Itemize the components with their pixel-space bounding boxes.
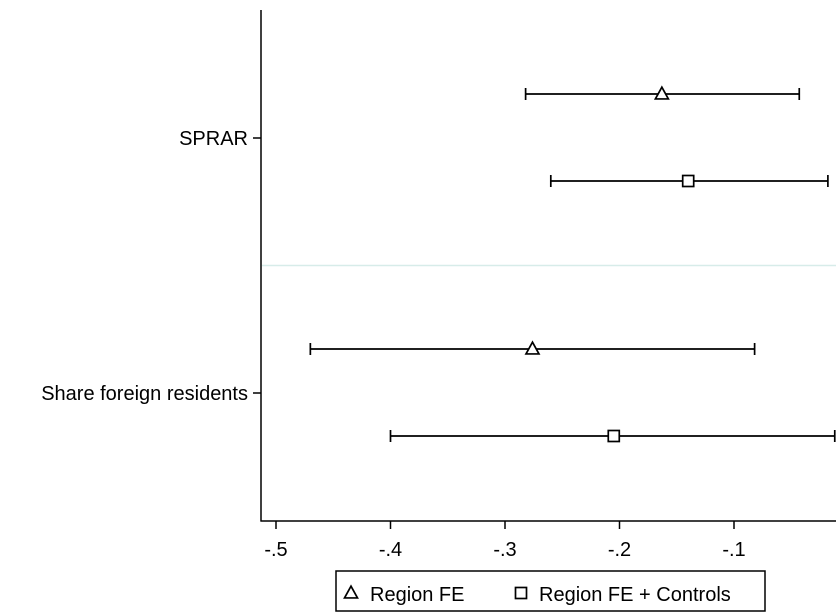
point-estimates-layer xyxy=(524,85,695,443)
y-category-label: Share foreign residents xyxy=(41,383,248,405)
triangle-point-marker xyxy=(653,85,670,100)
x-tick-label: -.2 xyxy=(608,539,631,561)
square-point-marker xyxy=(681,174,695,188)
legend-entry-label: Region FE + Controls xyxy=(539,584,731,606)
triangle-point-marker xyxy=(524,340,541,355)
x-tick-label: -.4 xyxy=(379,539,402,561)
x-tick-label: -.1 xyxy=(722,539,745,561)
legend: Region FE Region FE + Controls xyxy=(335,570,766,612)
legend-box xyxy=(335,570,766,612)
legend-square-key xyxy=(514,586,528,600)
legend-triangle-key xyxy=(343,584,359,599)
square-point-marker xyxy=(607,429,621,443)
x-tick-label: -.5 xyxy=(264,539,287,561)
x-tick-label: -.3 xyxy=(493,539,516,561)
legend-entry-label: Region FE xyxy=(370,584,465,606)
axes-layer: -.5-.4-.3-.2-.10SPRARShare foreign resid… xyxy=(41,10,836,561)
y-category-label: SPRAR xyxy=(179,128,248,150)
